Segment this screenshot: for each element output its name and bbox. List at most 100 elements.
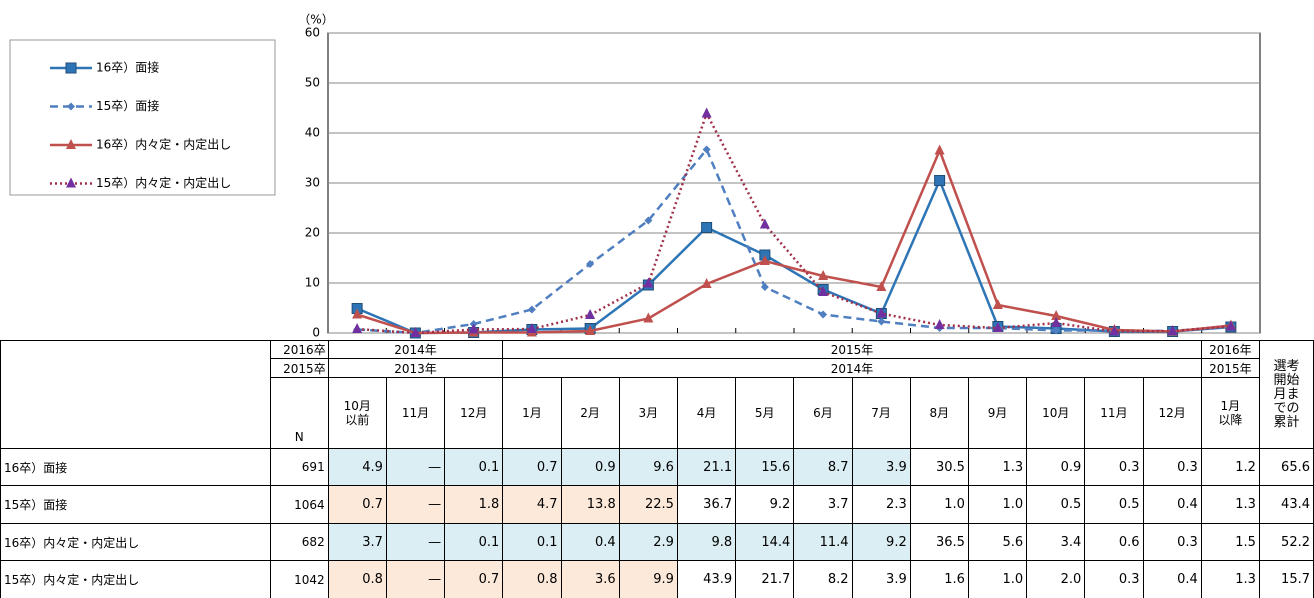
marker [643,312,654,323]
marker [1051,310,1062,320]
value-cell: 1.5 [1200,523,1260,561]
x-tick-label: 1月以降 [1200,377,1260,449]
value-cell: 3.9 [851,560,911,598]
marker [1109,325,1120,336]
value-cell: 1.0 [967,560,1028,598]
year-label: 2015年 [502,340,1202,359]
value-cell: 0.4 [1142,485,1202,524]
value-cell: 8.7 [793,448,853,486]
value-cell: 5.6 [967,523,1028,561]
n-value: 1064 [269,485,329,524]
value-cell: 0.8 [502,560,562,598]
table-row: 15卒）内々定・内定出し 1042 0.8—0.7 0.8 3.6 9.9 43.9 21.7… [0,560,1314,598]
cell-text: 7月 [871,406,891,420]
year-label: 2016年 [1200,340,1260,359]
table-row: 15卒）面接 1064 0.7—1.8 4.7 13.8 22.5 36.7 9.2 3.7 2.… [0,485,1314,524]
table-row: 16卒）内々定・内定出し 682 3.7—0.1 0.1 0.4 2.9 9.8 14.4 11… [0,523,1314,561]
marker [643,277,654,288]
value-cell: 9.9 [618,560,678,598]
legend-label: 15卒）面接 [96,98,159,113]
value-cell: — [385,560,446,598]
cell-text: 6月 [813,406,833,420]
value-cell: 9.2 [851,523,911,561]
marker [934,175,946,186]
x-tick-label: 10月 [1026,377,1086,449]
cell-text: 1月以降 [1218,399,1243,427]
value-cell: 36.5 [909,523,969,561]
x-tick-label: 3月 [618,377,678,449]
table-row: 2016卒 2014年 2015年 2016年 選考開始月までの累計 [0,340,1314,449]
marker [992,299,1003,309]
marker [992,322,1003,332]
marker [1225,320,1236,331]
value-cell: 2.0 [1026,560,1086,598]
marker [66,139,76,149]
table-row: 2015卒 2013年 2014年 2015年 [0,358,1314,378]
cell [0,358,271,378]
value-cell: 1.8 [444,485,504,524]
marker [934,319,945,329]
value-cell: 4.7 [502,485,562,524]
y-tick-label: 10 [305,276,320,290]
x-tick-label: 11月 [1084,377,1144,449]
legend-label: 15卒）内々定・内定出し [96,175,231,190]
value-cell: 30.5 [909,448,969,486]
marker [527,305,536,314]
value-cell: 3.4 [1026,523,1086,561]
value-cell: 0.6 [1084,523,1144,561]
value-cell: 9.8 [676,523,737,561]
value-cell: 8.2 [793,560,853,598]
y-tick-label: 50 [305,76,320,90]
value-cell: 2.9 [618,523,678,561]
value-cell: 0.5 [1084,485,1144,524]
value-cell: 3.7 [793,485,853,524]
series-line [357,110,1231,335]
x-tick-label: 11月 [385,377,446,449]
marker [759,255,770,265]
legend-label: 16卒）面接 [96,60,159,75]
marker [759,218,770,229]
value-cell: 0.7 [327,485,387,524]
value-cell: 0.3 [1142,448,1202,486]
value-cell: 9.2 [735,485,795,524]
value-cell: 11.4 [793,523,853,561]
x-tick-label: 1月 [502,377,562,449]
value-cell: 22.5 [618,485,678,524]
value-cell: 3.6 [560,560,620,598]
data-table: 2016卒 2014年 2015年 2016年 選考開始月までの累計 2015卒 2013年… [0,340,1314,598]
year-label: 2014年 [327,340,504,359]
legend-label: 16卒）内々定・内定出し [96,137,231,152]
legend-box [9,39,276,196]
value-cell: 2.3 [851,485,911,524]
marker [644,216,653,225]
marker [876,281,887,291]
value-cell: 21.7 [735,560,795,598]
value-cell: 0.7 [444,560,504,598]
cell-text: 12月 [1158,406,1186,420]
marker [585,325,596,335]
marker [66,177,76,188]
x-tick-label: 12月 [1142,377,1202,449]
marker [352,308,363,319]
total-header: 選考開始月までの累計 [1258,340,1314,449]
marker [934,144,945,155]
table-row: 16卒）面接 691 4.9—0.1 0.7 0.9 9.6 21.1 15.6 8.7 3.9 3… [0,448,1314,486]
y-tick-label: 40 [305,126,320,140]
value-cell: 3.7 [327,523,387,561]
value-cell: 0.1 [444,448,504,486]
cell-text: 5月 [754,406,775,420]
cohort-label: 2015卒 [269,358,329,378]
value-cell: 0.1 [444,523,504,561]
row-label: 16卒）面接 [0,448,271,486]
marker [526,323,537,333]
marker [760,283,769,291]
cumulative-value: 65.6 [1258,448,1314,486]
cell-text: 選考開始月までの累計 [1273,358,1300,430]
y-unit: （%） [298,13,333,27]
value-cell: 0.4 [1142,560,1202,598]
year-label: 2013年 [327,358,504,378]
value-cell: 43.9 [676,560,737,598]
marker [819,310,828,319]
value-cell: 0.9 [560,448,620,486]
